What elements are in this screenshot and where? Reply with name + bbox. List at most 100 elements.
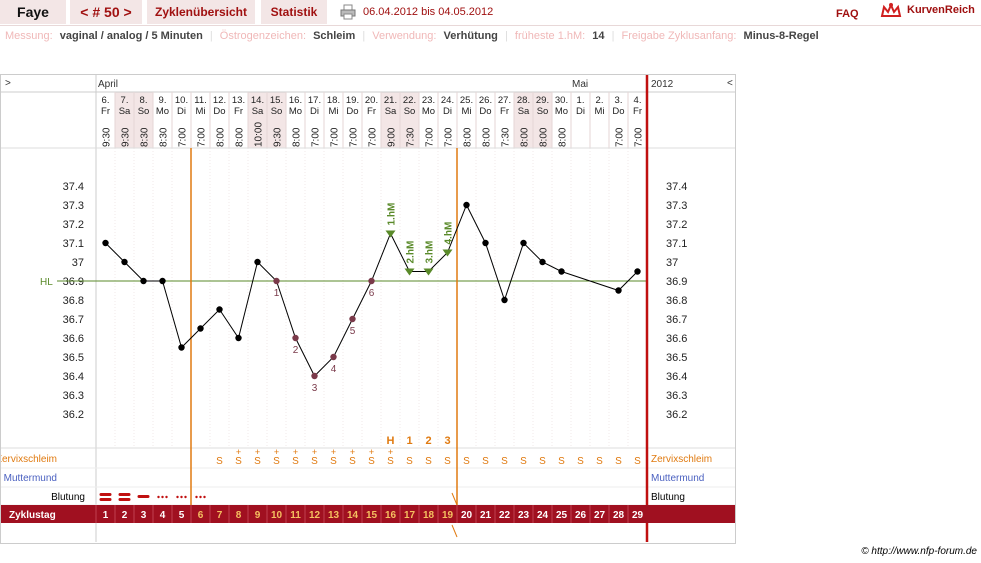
header-weekday: So: [537, 106, 549, 117]
low-count-label: 2: [293, 345, 299, 356]
brand-name[interactable]: KurvenReich: [907, 4, 975, 16]
date-range: 06.04.2012 bis 04.05.2012: [363, 6, 494, 18]
temperature-point: [140, 277, 147, 285]
messung-label: Messung:: [5, 30, 53, 42]
header-date: 13.: [232, 95, 245, 106]
temperature-point: [482, 239, 489, 247]
temperature-point: [311, 372, 318, 380]
mucus-symbol: S: [577, 456, 584, 467]
header-date: 12.: [213, 95, 226, 106]
header-col-bg: [267, 92, 286, 148]
temperature-point: [235, 334, 242, 342]
header-time: 7:00: [368, 127, 379, 147]
high-measure-label: 4.hM: [444, 222, 455, 245]
verwendung-value: Verhütung: [443, 30, 498, 42]
header-date: 19.: [346, 95, 359, 106]
header-date: 20.: [365, 95, 378, 106]
row-label-blutung-right: Blutung: [651, 492, 685, 503]
header-time: 7:00: [311, 127, 322, 147]
header-time: 8:30: [140, 127, 151, 147]
header-weekday: Mo: [289, 106, 302, 117]
mucus-symbol: S: [254, 456, 261, 467]
temperature-point: [330, 353, 337, 361]
mucus-symbol: S: [444, 456, 451, 467]
header-time: 7:00: [349, 127, 360, 147]
row-label-muttermund-right: Muttermund: [651, 473, 704, 484]
header-time: 7:00: [330, 127, 341, 147]
header-weekday: Fr: [367, 106, 376, 117]
mucus-plus: +: [274, 447, 279, 457]
nav-right: <: [727, 78, 733, 89]
cycle-day-number: 6: [198, 510, 204, 521]
header-time: 8:00: [482, 127, 493, 147]
header-weekday: Mi: [461, 106, 471, 117]
row-label-zyklustag: Zyklustag: [9, 510, 56, 521]
y-tick-left: 37.2: [63, 219, 84, 231]
temperature-point: [292, 334, 299, 342]
header-date: 24.: [441, 95, 454, 106]
freigabe-label: Freigabe Zyklusanfang:: [621, 30, 737, 42]
row-label-zervix: Zervixschleim: [1, 454, 57, 465]
bleeding-mark: [180, 495, 183, 499]
header-date: 16.: [289, 95, 302, 106]
cycle-day-number: 8: [236, 510, 242, 521]
mucus-symbol: S: [273, 456, 280, 467]
header-date: 29.: [536, 95, 549, 106]
bleeding-mark: [184, 495, 187, 499]
cycle-nav[interactable]: < # 50 >: [70, 0, 142, 24]
bleeding-mark: [176, 495, 179, 499]
y-tick-right: 36.8: [666, 295, 687, 307]
printer-icon[interactable]: [340, 4, 356, 20]
meta-line: Messung: vaginal / analog / 5 Minuten | …: [5, 30, 819, 42]
y-tick-right: 36.5: [666, 352, 687, 364]
low-count-label: 3: [312, 383, 318, 394]
header-date: 14.: [251, 95, 264, 106]
high-measure-label: 1.hM: [387, 203, 398, 226]
freigabe-value: Minus-8-Regel: [743, 30, 819, 42]
cycle-day-number: 4: [160, 510, 166, 521]
y-tick-right: 36.3: [666, 390, 687, 402]
statistics-tab[interactable]: Statistik: [261, 0, 327, 24]
mucus-symbol: S: [596, 456, 603, 467]
faq-link[interactable]: FAQ: [836, 8, 859, 20]
temperature-point: [349, 315, 356, 323]
cycle-overview-tab[interactable]: Zyklenübersicht: [147, 0, 255, 24]
bleeding-mark: [118, 498, 131, 501]
header-time: 7:30: [406, 127, 417, 147]
header-time: 9:30: [273, 127, 284, 147]
header-date: 18.: [327, 95, 340, 106]
mucus-symbol: S: [330, 456, 337, 467]
header-time: 8:00: [216, 127, 227, 147]
header-weekday: Di: [177, 106, 186, 117]
y-tick-right: 37.3: [666, 200, 687, 212]
y-tick-left: 36.8: [63, 295, 84, 307]
mucus-symbol: S: [387, 456, 394, 467]
header-col-bg: [248, 92, 267, 148]
header-date: 30.: [555, 95, 568, 106]
high-measure-mark: [423, 268, 434, 276]
header-date: 3.: [615, 95, 623, 106]
copyright: © http://www.nfp-forum.de: [861, 546, 977, 557]
header-time: 7:00: [425, 127, 436, 147]
high-measure-mark: [404, 268, 415, 276]
cycle-day-number: 13: [328, 510, 340, 521]
header-time: 9:00: [387, 127, 398, 147]
low-count-label: 1: [274, 288, 280, 299]
hl-label: HL: [40, 277, 53, 288]
y-tick-left: 36.7: [63, 314, 84, 326]
y-tick-left: 37.1: [63, 238, 84, 250]
mucus-plus: +: [312, 447, 317, 457]
header-weekday: Do: [612, 106, 624, 117]
header-weekday: Mo: [555, 106, 568, 117]
user-name[interactable]: Faye: [0, 0, 66, 24]
header-date: 17.: [308, 95, 321, 106]
mucus-plus: +: [350, 447, 355, 457]
high-measure-mark: [385, 230, 396, 238]
header-time: 8:00: [463, 127, 474, 147]
header-date: 23.: [422, 95, 435, 106]
temperature-point: [368, 277, 375, 285]
header-weekday: Do: [213, 106, 225, 117]
header-time: 8:30: [159, 127, 170, 147]
oestrogen-label: Östrogenzeichen:: [219, 30, 306, 42]
y-tick-left: 36.9: [63, 276, 84, 288]
